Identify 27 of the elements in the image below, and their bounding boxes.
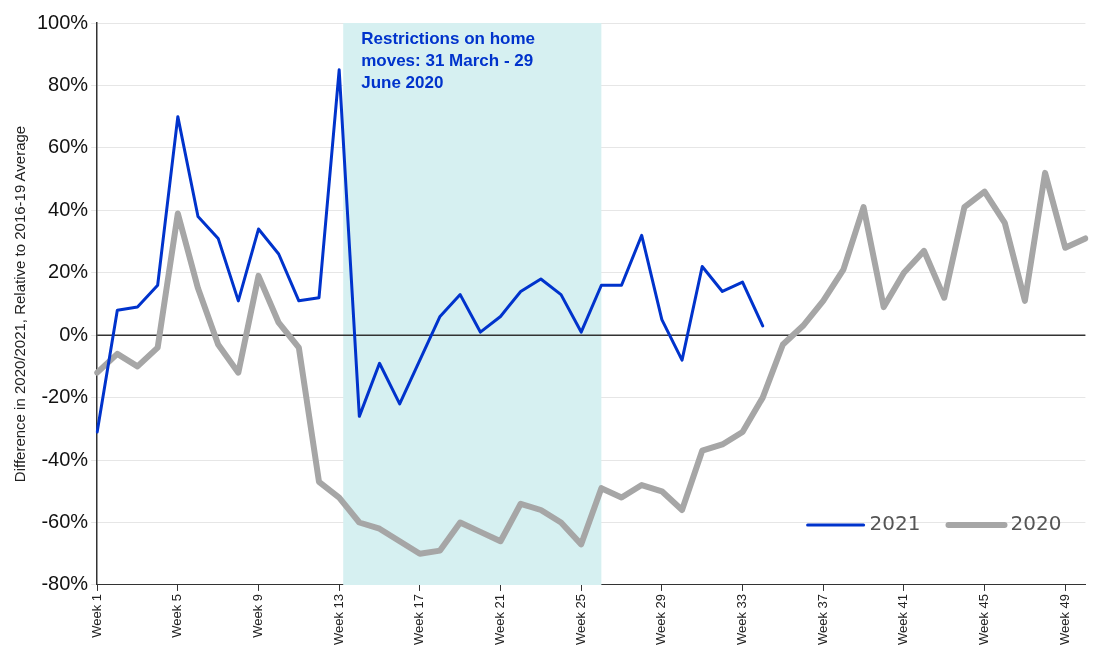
y-tick-label: -60% bbox=[41, 510, 89, 533]
x-tick-label: Week 5 bbox=[169, 593, 185, 638]
x-tick-label: Week 33 bbox=[734, 593, 750, 646]
annotation: Restrictions on home moves: 31 March - 29 June 2020 bbox=[361, 29, 536, 93]
x-tick-label: Week 41 bbox=[895, 593, 911, 646]
x-tick-label: Week 1 bbox=[88, 593, 104, 638]
x-tick-label: Week 37 bbox=[814, 593, 830, 646]
y-tick-label: 40% bbox=[48, 197, 89, 220]
x-tick-label: Week 25 bbox=[572, 593, 588, 646]
y-tick-label: 0% bbox=[59, 322, 89, 345]
x-tick-label: Week 9 bbox=[250, 593, 266, 638]
x-tick-label: Week 49 bbox=[1056, 593, 1072, 646]
legend-label: 2020 bbox=[1010, 511, 1062, 536]
y-tick-label: 20% bbox=[48, 260, 89, 283]
x-tick-label: Week 21 bbox=[492, 593, 508, 646]
x-tick-label: Week 45 bbox=[976, 593, 992, 646]
x-tick-label: Week 17 bbox=[411, 593, 427, 646]
x-tick-label: Week 29 bbox=[653, 593, 669, 646]
y-tick-label: 80% bbox=[48, 72, 89, 95]
legend-label: 2021 bbox=[869, 511, 921, 536]
y-tick-label: 100% bbox=[37, 10, 89, 33]
y-axis-title: Difference in 2020/2021, Relative to 2016-19 Average bbox=[11, 125, 29, 483]
y-tick-label: -40% bbox=[41, 447, 89, 470]
x-tick-label: Week 13 bbox=[330, 593, 346, 646]
y-tick-label: 60% bbox=[48, 135, 89, 158]
y-tick-label: -20% bbox=[41, 385, 89, 408]
y-tick-label: -80% bbox=[41, 572, 89, 595]
